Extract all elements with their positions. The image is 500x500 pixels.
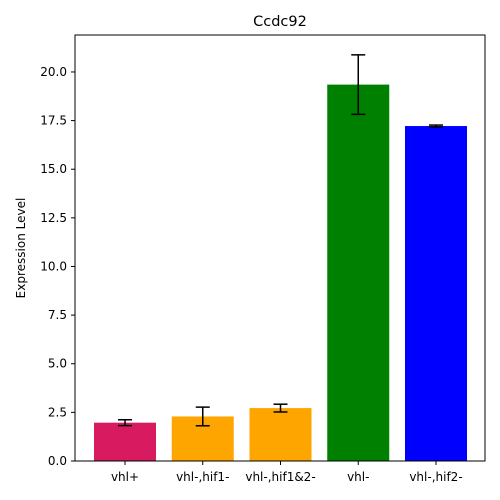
y-tick-label-2: 5.0 [48, 357, 67, 371]
y-tick-label-3: 7.5 [48, 308, 67, 322]
y-tick-label-1: 2.5 [48, 405, 67, 419]
bar-0 [94, 422, 156, 461]
y-tick-label-0: 0.0 [48, 454, 67, 468]
error-bars-layer [118, 54, 443, 427]
y-tick-label-4: 10.0 [40, 259, 67, 273]
error-bar-0 [118, 419, 132, 427]
x-axis-ticks: vhl+ vhl-,hif1- vhl-,hif1&2- vhl-vhl-,hif2- [111, 461, 463, 484]
x-tick-label-3: vhl- [347, 470, 369, 484]
error-bar-4 [429, 124, 443, 128]
bar-2 [249, 408, 312, 461]
y-tick-label-8: 20.0 [40, 65, 67, 79]
x-tick-label-1: vhl-,hif1- [176, 470, 229, 484]
x-tick-label-0: vhl+ [111, 470, 139, 484]
bars-layer [94, 84, 467, 462]
error-bar-2 [273, 403, 288, 413]
y-tick-label-7: 17.5 [40, 114, 67, 128]
y-tick-label-5: 12.5 [40, 211, 67, 225]
error-bar-1 [195, 406, 210, 427]
y-tick-label-6: 15.0 [40, 162, 67, 176]
y-axis-title: Expression Level [14, 198, 28, 299]
y-axis-ticks: 0.0 2.5 5.0 7.5 10.0 12.5 15.0 17.5 20.0 [40, 65, 75, 468]
x-tick-label-4: vhl-,hif2- [409, 470, 462, 484]
error-bar-3 [351, 54, 366, 116]
x-tick-label-2: vhl-,hif1&2- [245, 470, 315, 484]
bar-3 [327, 84, 390, 462]
chart-title: Ccdc92 [253, 14, 307, 30]
bar-4 [405, 126, 467, 461]
